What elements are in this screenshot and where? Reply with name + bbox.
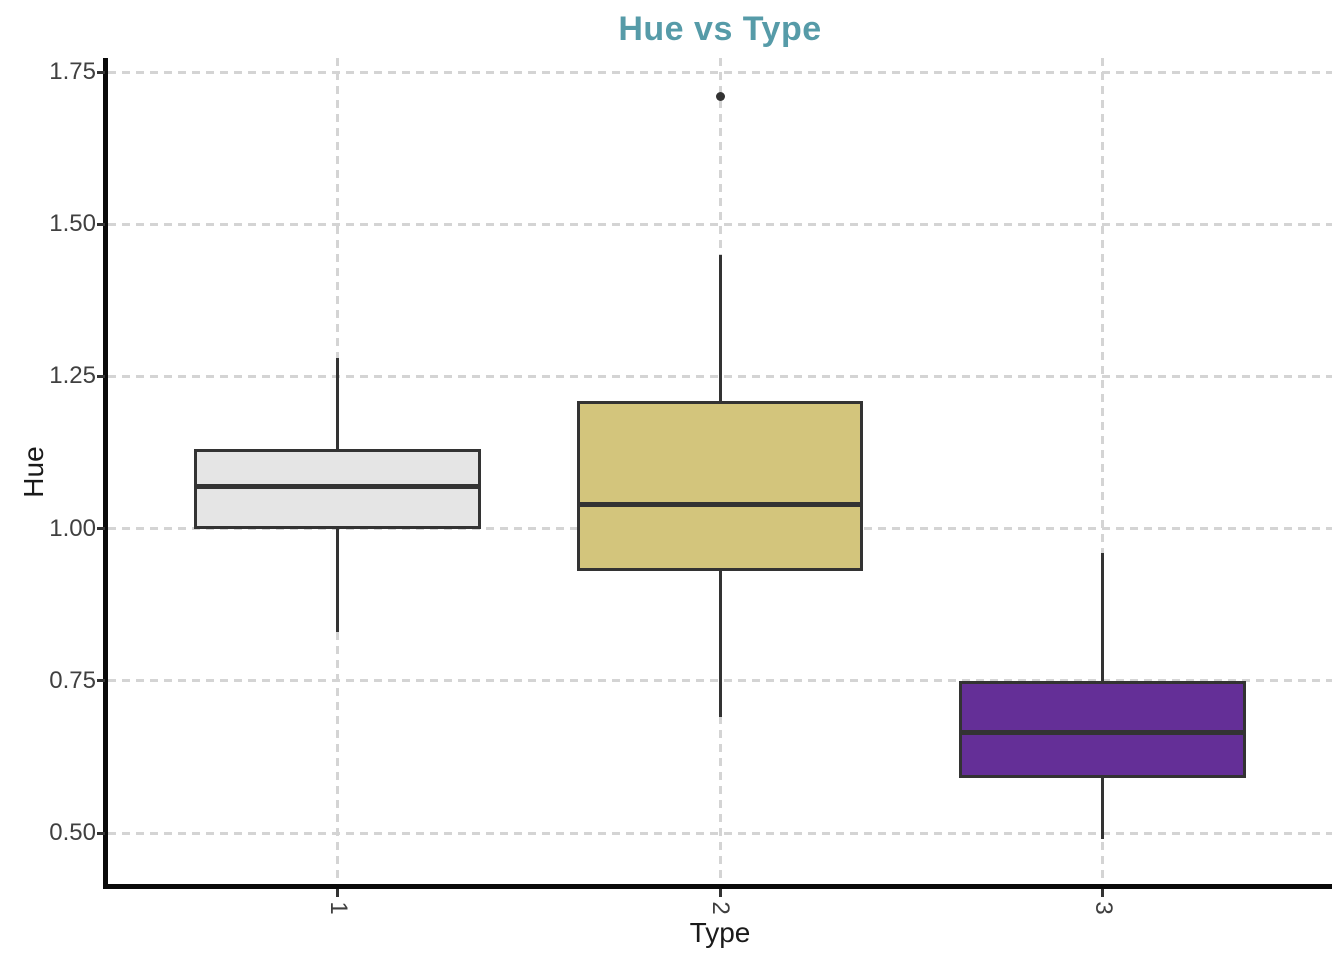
x-tick-label: 3	[1089, 901, 1117, 915]
y-tick-label: 1.75	[49, 58, 96, 85]
x-tick-mark	[1101, 889, 1104, 897]
v-gridline	[1101, 58, 1104, 886]
plot-panel	[108, 58, 1332, 886]
y-tick-mark	[97, 222, 105, 226]
x-tick-label: 2	[707, 901, 734, 915]
x-tick-label: 1	[324, 901, 352, 915]
median-line	[194, 483, 481, 489]
box-2	[576, 400, 864, 572]
y-tick-label: 0.75	[49, 666, 96, 694]
y-tick-label: 1.25	[49, 362, 96, 390]
chart-title: Hue vs Type	[618, 10, 822, 48]
x-axis-title: Type	[689, 917, 751, 948]
x-tick-mark	[718, 889, 722, 897]
x-axis-line	[103, 884, 1332, 889]
y-tick-label: 1.00	[49, 514, 96, 542]
x-tick-mark	[336, 889, 339, 897]
y-tick-mark	[97, 527, 105, 531]
median-line	[959, 730, 1246, 736]
y-tick-mark	[97, 831, 105, 835]
median-line	[576, 501, 864, 507]
y-axis-line	[103, 58, 108, 889]
y-tick-label: 1.50	[49, 210, 96, 238]
box-1	[194, 449, 481, 529]
y-tick-mark	[97, 70, 105, 74]
y-tick-mark	[97, 679, 105, 683]
y-tick-label: 0.50	[49, 819, 96, 847]
outlier-point	[715, 91, 725, 101]
box-3	[959, 680, 1246, 779]
y-tick-mark	[97, 374, 105, 378]
y-axis-title: Hue	[18, 446, 49, 498]
